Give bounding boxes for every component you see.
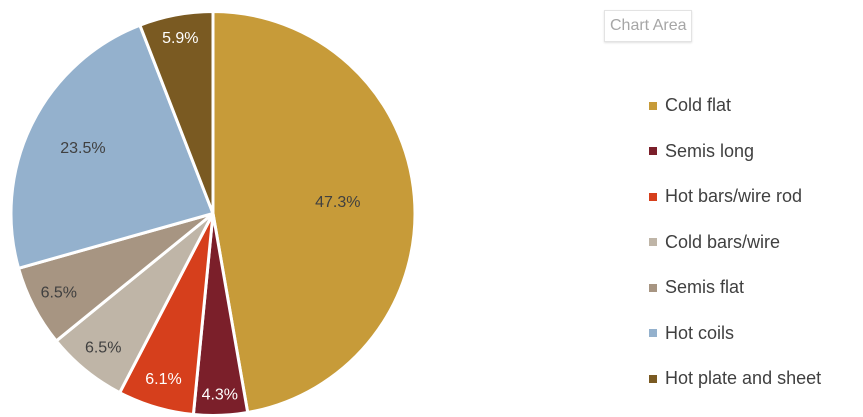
legend-item-semis-flat[interactable]: Semis flat [649,265,859,311]
legend-item-hot-coils[interactable]: Hot coils [649,311,859,357]
legend[interactable]: Cold flat Semis long Hot bars/wire rod Cold… [649,83,859,402]
legend-label: Hot coils [665,322,735,343]
legend-label: Cold flat [665,95,732,116]
legend-item-cold-flat[interactable]: Cold flat [649,83,859,129]
legend-label: Semis flat [665,277,745,298]
pie-slice-hot-plate-and-sheet[interactable] [138,10,215,215]
legend-swatch-icon [649,192,657,201]
legend-swatch-icon [649,374,657,383]
legend-item-semis-long[interactable]: Semis long [649,129,859,175]
legend-swatch-icon [649,238,657,247]
data-label-hot-bars-wire-rod: 6.1% [145,371,181,388]
chart-area-tooltip: Chart Area [604,10,693,42]
data-label-hot-plate-and-sheet: 5.9% [162,30,198,47]
data-label-cold-flat: 47.3% [315,194,360,211]
legend-swatch-icon [649,283,657,292]
legend-swatch-icon [649,147,657,156]
legend-item-cold-bars-wire[interactable]: Cold bars/wire [649,220,859,266]
legend-label: Cold bars/wire [665,231,781,252]
pie-data-labels: 47.3% 4.3% 6.1% 6.5% 6.5% 23.5% 5.9% [41,30,361,403]
data-label-semis-long: 4.3% [202,386,238,403]
legend-item-hot-plate-and-sheet[interactable]: Hot plate and sheet [649,356,859,402]
legend-swatch-icon [649,101,657,110]
legend-swatch-icon [649,329,657,338]
legend-label: Semis long [665,140,755,161]
legend-item-hot-bars-wire-rod[interactable]: Hot bars/wire rod [649,174,859,220]
data-label-semis-flat: 6.5% [41,285,77,302]
data-label-hot-coils: 23.5% [60,140,105,157]
legend-label: Hot plate and sheet [665,368,822,389]
pie-slices [9,10,417,417]
data-label-cold-bars-wire: 6.5% [85,339,121,356]
pie-slice-cold-flat[interactable] [211,10,417,414]
legend-label: Hot bars/wire rod [665,186,803,207]
